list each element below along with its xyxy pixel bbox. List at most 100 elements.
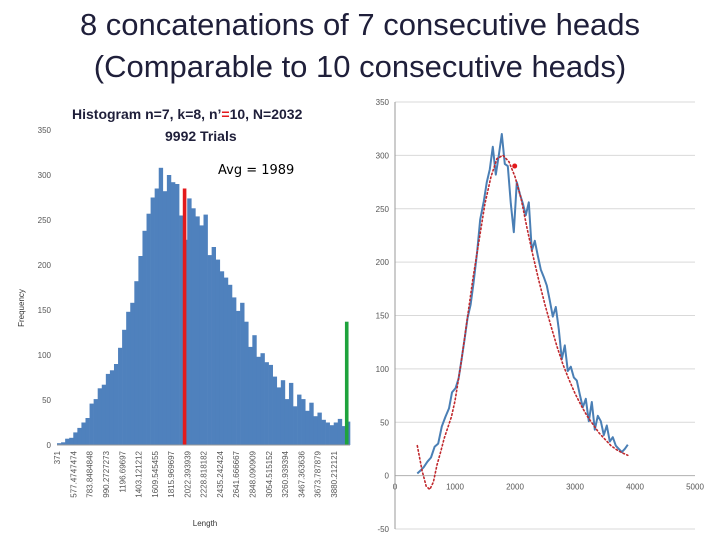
histogram-bar bbox=[89, 403, 94, 445]
histogram-bar bbox=[101, 384, 107, 445]
line-chart-x-tick: 1000 bbox=[446, 483, 464, 492]
line-chart-y-ticks: -50 0 50 100 150 200 250 300 350 bbox=[376, 98, 390, 534]
histogram-bar bbox=[240, 302, 245, 445]
histogram-bar bbox=[264, 362, 269, 445]
histogram-x-tick: 990.2727273 bbox=[102, 450, 111, 497]
line-chart-x-tick: 3000 bbox=[566, 483, 584, 492]
histogram-bar bbox=[248, 346, 253, 445]
line-chart-y-tick: 0 bbox=[385, 472, 390, 481]
histogram-x-tick: 3467.363636 bbox=[297, 450, 306, 497]
histogram-bar bbox=[97, 388, 103, 445]
histogram-y-tick: 250 bbox=[38, 216, 52, 225]
histogram-bar bbox=[122, 329, 127, 445]
histogram-bar bbox=[325, 422, 330, 445]
histogram-bar bbox=[146, 213, 151, 445]
histogram-bar bbox=[227, 284, 233, 445]
slide-title-line2: (Comparable to 10 consecutive heads) bbox=[93, 49, 627, 84]
histogram-bar bbox=[81, 422, 86, 445]
histogram-bar bbox=[130, 302, 135, 445]
histogram-bar bbox=[73, 432, 78, 445]
histogram-bar bbox=[109, 370, 115, 445]
histogram-x-tick: 783.8484848 bbox=[86, 450, 95, 497]
histogram-bar bbox=[321, 419, 326, 445]
histogram-y-tick: 100 bbox=[38, 351, 52, 360]
histogram-x-tick: 1196.69697 bbox=[118, 450, 127, 492]
histogram-title-eq: = bbox=[221, 106, 229, 122]
histogram-bar bbox=[305, 410, 310, 445]
histogram-bar bbox=[158, 167, 164, 446]
histogram-bar bbox=[276, 387, 282, 445]
histogram-bar bbox=[126, 311, 131, 445]
histogram-x-tick: 2435.242424 bbox=[216, 450, 225, 497]
histogram-bar bbox=[236, 310, 241, 445]
histogram-title-params-a: n=7, k=8, n’ bbox=[145, 106, 221, 122]
histogram-x-tick: 3260.939394 bbox=[281, 450, 290, 497]
end-marker-line bbox=[344, 321, 349, 445]
histogram-bar bbox=[113, 364, 119, 445]
histogram-x-tick: 2228.818182 bbox=[200, 450, 209, 497]
histogram-bar bbox=[61, 442, 66, 445]
histogram-bar bbox=[195, 216, 200, 445]
histogram-y-title: Frequency bbox=[17, 289, 26, 327]
histogram-title-line2: 9992 Trials bbox=[165, 128, 237, 144]
histogram-bar bbox=[77, 427, 82, 445]
histogram-bar bbox=[268, 364, 273, 445]
histogram-bar bbox=[301, 399, 306, 445]
histogram-bar bbox=[154, 188, 160, 445]
histogram-x-tick: 371 bbox=[53, 450, 62, 464]
histogram-bar bbox=[203, 214, 208, 445]
histogram-bar bbox=[85, 418, 90, 445]
histogram-y-ticks: 0 50 100 150 200 250 300 350 bbox=[38, 126, 52, 450]
line-chart-y-tick: 150 bbox=[376, 312, 390, 321]
histogram-bar bbox=[297, 394, 302, 445]
histogram-bar bbox=[309, 402, 314, 445]
line-chart-x-tick: 5000 bbox=[686, 483, 704, 492]
histogram-bar bbox=[317, 412, 322, 445]
histogram-bar bbox=[57, 443, 62, 445]
histogram-y-tick: 50 bbox=[42, 396, 51, 405]
histogram-bar bbox=[69, 437, 74, 445]
histogram-y-tick: 300 bbox=[38, 171, 52, 180]
histogram-bar bbox=[252, 335, 257, 445]
line-chart-grid bbox=[395, 101, 695, 530]
histogram-bar bbox=[118, 347, 123, 445]
histogram-title: Histogram n=7, k=8, n’=10, N=2032 bbox=[72, 106, 303, 122]
histogram-title-params-b: 10, N=2032 bbox=[230, 106, 303, 122]
histogram-x-tick: 1403.121212 bbox=[135, 450, 144, 497]
histogram-bar bbox=[272, 376, 278, 445]
avg-point-marker bbox=[512, 163, 518, 169]
histogram-bar bbox=[162, 191, 168, 445]
histogram-bar bbox=[93, 399, 98, 445]
histogram-bar bbox=[191, 208, 196, 445]
histogram-bar bbox=[341, 426, 347, 445]
histogram-bar bbox=[170, 182, 176, 445]
histogram-x-tick: 1815.969697 bbox=[167, 450, 176, 497]
histogram-bar bbox=[65, 438, 70, 445]
line-chart-y-tick: 200 bbox=[376, 258, 390, 267]
histogram-bar bbox=[288, 382, 294, 445]
slide-title: 8 concatenations of 7 consecutive heads … bbox=[0, 4, 720, 88]
line-chart-y-tick: 50 bbox=[380, 418, 389, 427]
histogram-bar bbox=[150, 197, 155, 445]
histogram-y-tick: 200 bbox=[38, 261, 52, 270]
histogram-y-tick: 0 bbox=[47, 441, 52, 450]
histogram-bar bbox=[244, 321, 249, 445]
line-chart-x-tick: 4000 bbox=[626, 483, 644, 492]
histogram-x-tick: 2848.090909 bbox=[248, 450, 257, 497]
histogram-bar bbox=[211, 247, 217, 445]
histogram-bar bbox=[313, 416, 318, 445]
slide-title-line1: 8 concatenations of 7 consecutive heads bbox=[79, 7, 641, 42]
histogram-bar bbox=[138, 256, 143, 445]
histogram-bar bbox=[105, 373, 111, 445]
histogram-bar bbox=[166, 175, 172, 445]
line-chart-y-tick: 350 bbox=[376, 98, 390, 107]
histogram-x-tick: 3880.212121 bbox=[330, 450, 339, 497]
frequency-line bbox=[416, 133, 629, 475]
histogram-bar bbox=[187, 198, 192, 445]
histogram-bar bbox=[333, 422, 339, 445]
line-chart-y-tick: -50 bbox=[377, 525, 389, 534]
histogram-chart: Histogram n=7, k=8, n’=10, N=2032 9992 T… bbox=[17, 106, 351, 528]
line-chart-series bbox=[416, 133, 629, 491]
histogram-bar bbox=[293, 406, 298, 445]
